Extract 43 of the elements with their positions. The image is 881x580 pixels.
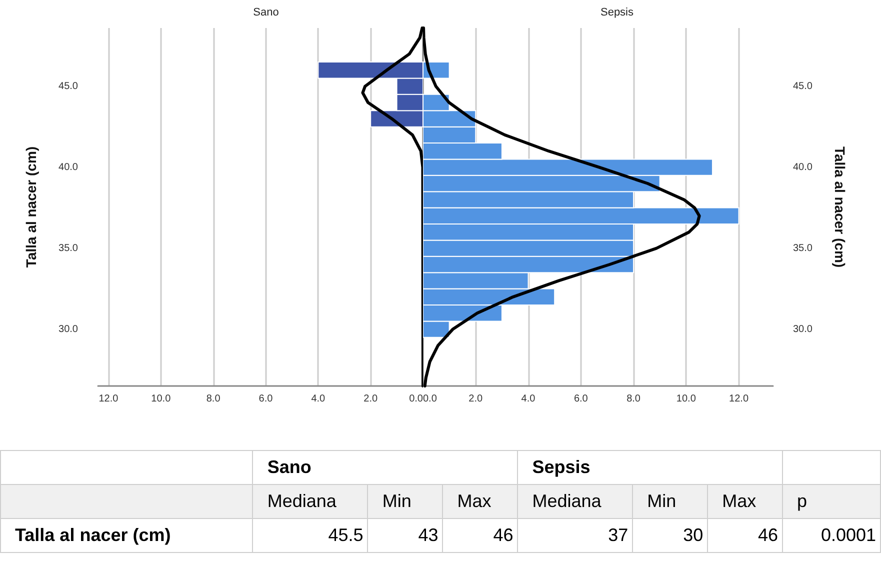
y-tick-label: 35.0 bbox=[58, 242, 78, 254]
text: Talla al nacer (cm) bbox=[0, 518, 253, 552]
y-tick-label: 40.0 bbox=[793, 162, 813, 173]
y-axis-title: Talla al nacer (cm) bbox=[832, 146, 848, 268]
text: Mediana bbox=[518, 484, 633, 518]
text: 46 bbox=[442, 518, 518, 552]
x-tick-label: 10.0 bbox=[676, 394, 696, 404]
x-tick-label: 2.0 bbox=[468, 394, 484, 404]
x-tick-label: 4.0 bbox=[311, 394, 326, 404]
chart-title: Sepsis bbox=[600, 6, 634, 18]
text: p bbox=[782, 484, 880, 518]
text: 0.0001 bbox=[782, 518, 880, 552]
x-tick-label: 6.0 bbox=[574, 394, 588, 404]
x-tick-label: 8.0 bbox=[206, 394, 221, 404]
x-tick-label: 4.0 bbox=[521, 394, 536, 404]
y-tick-label: 45.0 bbox=[793, 80, 813, 92]
y-tick-label: 45.0 bbox=[58, 80, 78, 92]
text: Sepsis bbox=[518, 450, 783, 484]
y-axis-title: Talla al nacer (cm) bbox=[23, 146, 39, 268]
x-tick-label: 12.0 bbox=[98, 394, 119, 404]
x-tick-label: 0.0 bbox=[423, 394, 438, 404]
y-tick-label: 30.0 bbox=[793, 324, 813, 335]
y-tick-label: 35.0 bbox=[793, 242, 813, 254]
x-tick-label: 6.0 bbox=[258, 394, 274, 404]
text: Min bbox=[632, 484, 708, 518]
text: Mediana bbox=[252, 484, 368, 518]
x-tick-label: 0.0 bbox=[409, 394, 424, 404]
y-tick-label: 30.0 bbox=[58, 324, 78, 335]
text: 30 bbox=[632, 518, 708, 552]
text: 43 bbox=[368, 518, 443, 552]
text: Min bbox=[368, 484, 443, 518]
text: Max bbox=[708, 484, 783, 518]
x-tick-label: 2.0 bbox=[364, 394, 378, 404]
text: Max bbox=[442, 484, 518, 518]
text: 45.5 bbox=[252, 518, 368, 552]
y-tick-label: 40.0 bbox=[58, 162, 78, 173]
text: 37 bbox=[518, 518, 633, 552]
x-tick-label: 8.0 bbox=[626, 394, 641, 404]
x-tick-label: 10.0 bbox=[151, 394, 172, 404]
text: Sano bbox=[252, 450, 518, 484]
text: 46 bbox=[708, 518, 783, 552]
chart-title: Sano bbox=[253, 6, 279, 18]
x-tick-label: 12.0 bbox=[729, 394, 749, 404]
